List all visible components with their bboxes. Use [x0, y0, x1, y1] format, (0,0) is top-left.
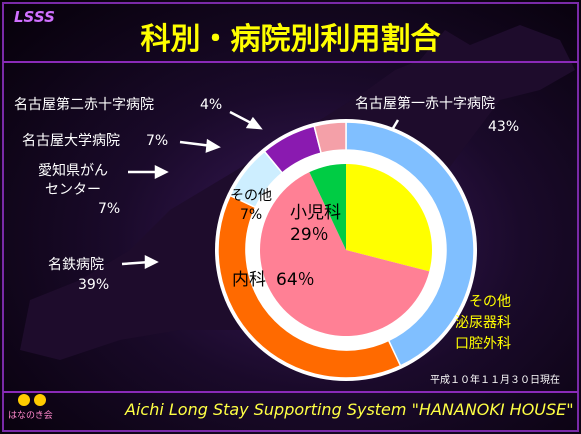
note: その他 泌尿器科 口腔外科: [455, 294, 511, 352]
value-label: 43%: [488, 119, 520, 135]
pie-slice: [259, 172, 430, 337]
slice-label: その他: [230, 188, 272, 204]
slice-label: 小児科: [290, 203, 341, 223]
date: 平成１０年１１月３０日現在: [430, 375, 560, 386]
slice-label: 名古屋第一赤十字病院: [355, 96, 495, 112]
header-mark: LSSS: [14, 8, 55, 26]
slice-label: 名古屋大学病院: [22, 133, 120, 149]
value-label: 7%: [146, 133, 169, 149]
pie-slice: [309, 164, 346, 250]
value-label: 4%: [200, 97, 223, 113]
value-label: 29％: [290, 225, 329, 245]
donut-slice: [313, 121, 347, 155]
logo-text: はなのき会: [8, 411, 53, 421]
value-label: 39%: [78, 277, 110, 293]
slice-label: 名鉄病院: [48, 257, 104, 273]
value-label: 7%: [240, 207, 263, 223]
slice-label: 内科: [232, 270, 266, 290]
title: 科別・病院別利用割合: [140, 22, 441, 57]
footer: Aichi Long Stay Supporting System "HANAN…: [125, 400, 574, 419]
value-label: 64％: [276, 270, 315, 290]
pie-slice: [346, 164, 432, 272]
slice-label: 愛知県がん センター: [38, 163, 108, 198]
slice-label: 名古屋第二赤十字病院: [14, 97, 154, 113]
logo-figure: [18, 394, 30, 406]
logo-figure: [34, 394, 46, 406]
value-label: 7%: [98, 201, 121, 217]
